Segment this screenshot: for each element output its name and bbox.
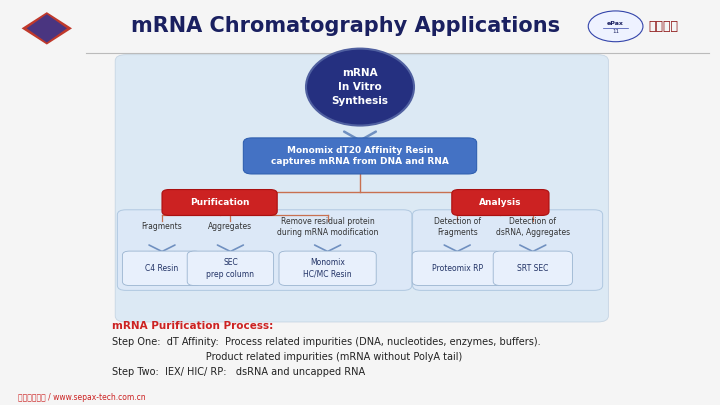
- Text: SEC
prep column: SEC prep column: [207, 258, 254, 279]
- Text: Step Two:  IEX/ HIC/ RP:   dsRNA and uncapped RNA: Step Two: IEX/ HIC/ RP: dsRNA and uncapp…: [112, 367, 365, 377]
- Polygon shape: [22, 12, 72, 45]
- Text: Purification: Purification: [190, 198, 249, 207]
- FancyBboxPatch shape: [452, 190, 549, 215]
- FancyBboxPatch shape: [115, 55, 608, 322]
- Text: 11: 11: [612, 29, 619, 34]
- FancyBboxPatch shape: [412, 251, 503, 286]
- FancyBboxPatch shape: [187, 251, 274, 286]
- FancyBboxPatch shape: [493, 251, 572, 286]
- Text: mRNA Purification Process:: mRNA Purification Process:: [112, 321, 273, 331]
- Text: Proteomix RP: Proteomix RP: [431, 264, 483, 273]
- Text: Fragments: Fragments: [142, 222, 182, 231]
- Text: Detection of
Fragments: Detection of Fragments: [433, 217, 481, 237]
- Text: Product related impurities (mRNA without PolyA tail): Product related impurities (mRNA without…: [112, 352, 462, 362]
- Text: Step One:  dT Affinity:  Process related impurities (DNA, nucleotides, enzymes, : Step One: dT Affinity: Process related i…: [112, 337, 540, 347]
- Circle shape: [588, 11, 643, 42]
- Text: mRNA
In Vitro
Synthesis: mRNA In Vitro Synthesis: [331, 68, 389, 106]
- Text: Analysis: Analysis: [479, 198, 522, 207]
- FancyBboxPatch shape: [413, 210, 603, 290]
- Ellipse shape: [306, 49, 414, 126]
- Text: Aggregates: Aggregates: [208, 222, 253, 231]
- Text: Monomix
HC/MC Resin: Monomix HC/MC Resin: [303, 258, 352, 279]
- FancyBboxPatch shape: [117, 210, 412, 290]
- Text: ePax: ePax: [607, 21, 624, 26]
- Text: Remove residual protein
during mRNA modification: Remove residual protein during mRNA modi…: [277, 217, 378, 237]
- FancyBboxPatch shape: [243, 138, 477, 174]
- Text: Detection of
dsRNA, Aggregates: Detection of dsRNA, Aggregates: [496, 217, 570, 237]
- FancyBboxPatch shape: [162, 190, 277, 215]
- Text: SRT SEC: SRT SEC: [517, 264, 549, 273]
- Text: 赛分科技: 赛分科技: [648, 20, 678, 33]
- Text: mRNA Chromatography Applications: mRNA Chromatography Applications: [131, 16, 560, 36]
- Text: 赛分科技机械 / www.sepax-tech.com.cn: 赛分科技机械 / www.sepax-tech.com.cn: [18, 393, 145, 402]
- Text: C4 Resin: C4 Resin: [145, 264, 179, 273]
- FancyBboxPatch shape: [122, 251, 202, 286]
- FancyBboxPatch shape: [279, 251, 376, 286]
- Polygon shape: [27, 14, 67, 43]
- Text: Monomix dT20 Affinity Resin
captures mRNA from DNA and RNA: Monomix dT20 Affinity Resin captures mRN…: [271, 145, 449, 166]
